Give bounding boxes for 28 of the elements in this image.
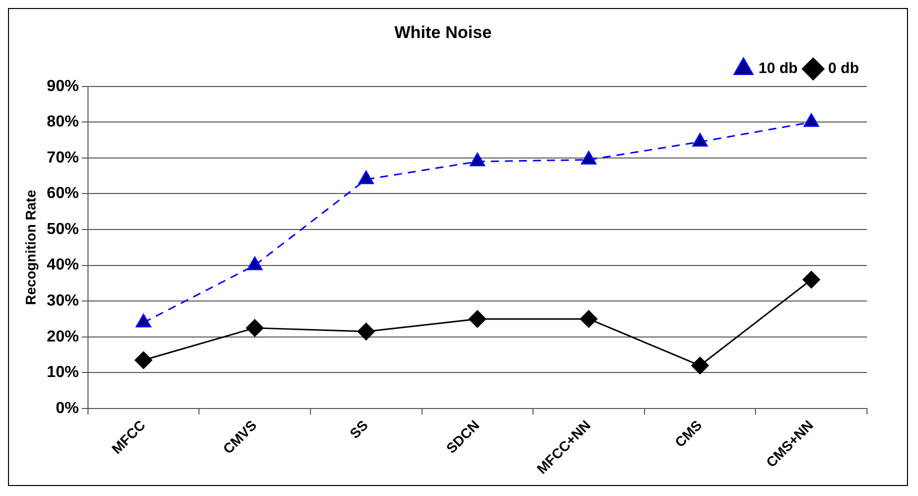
- y-tick-label: 0%: [56, 400, 79, 417]
- point: [247, 256, 262, 270]
- point: [802, 270, 820, 288]
- y-tick-label: 10%: [46, 364, 79, 382]
- y-tick-label: 70%: [46, 149, 79, 166]
- y-tick-label: 30%: [46, 292, 79, 310]
- y-tick-label: 90%: [46, 78, 79, 95]
- point: [470, 152, 486, 166]
- point: [357, 322, 375, 340]
- legend-label: 0 db: [828, 60, 860, 78]
- point: [246, 319, 264, 337]
- y-tick-label: 80%: [46, 114, 79, 131]
- point: [581, 151, 596, 165]
- y-tick-label: 60%: [46, 185, 79, 202]
- chart-title: White Noise: [394, 22, 492, 42]
- y-tick-label: 50%: [46, 220, 79, 238]
- y-tick-label: 40%: [46, 256, 79, 274]
- point: [691, 356, 709, 374]
- y-axis-title: Recognition Rate: [22, 190, 38, 305]
- point: [468, 310, 486, 328]
- x-tick-label: SS: [346, 416, 371, 442]
- point: [580, 310, 598, 328]
- point: [358, 170, 374, 184]
- point: [134, 351, 152, 369]
- point: [804, 113, 820, 127]
- legend-label: 10 db: [758, 60, 798, 78]
- y-tick-label: 20%: [46, 328, 79, 346]
- point: [692, 133, 708, 147]
